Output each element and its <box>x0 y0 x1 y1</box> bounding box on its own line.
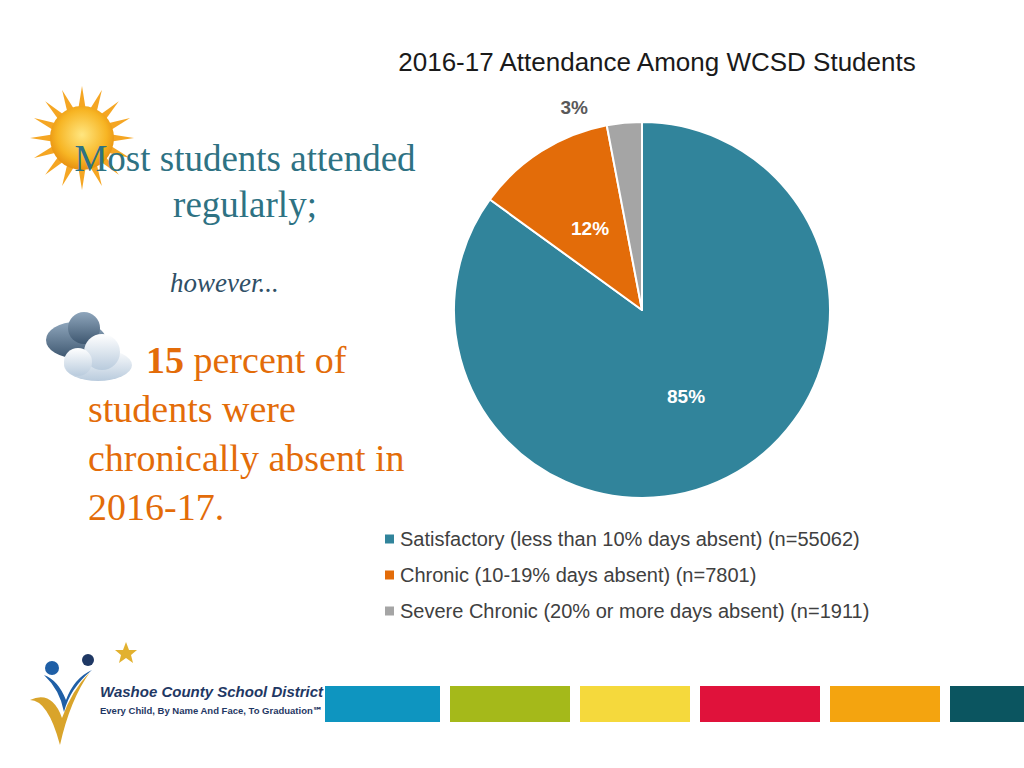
svg-text:Severe Chronic (20% or more da: Severe Chronic (20% or more days absent)… <box>400 600 869 622</box>
html-text:Every Child, By Name And Face,: Every Child, By Name And Face, To Gradua… <box>100 705 323 716</box>
svg-text:3%: 3% <box>560 97 588 118</box>
svg-text:12%: 12% <box>571 218 609 239</box>
svg-text:Chronic (10-19% days absent) (: Chronic (10-19% days absent) (n=7801) <box>400 564 756 586</box>
svg-text:Satisfactory (less than 10% da: Satisfactory (less than 10% days absent)… <box>400 528 860 550</box>
html-text:Washoe County School District: Washoe County School District <box>100 683 324 700</box>
html-text:Most students attended regular: Most students attended regularly; <box>74 138 416 225</box>
html-text:however...: however... <box>170 268 279 298</box>
svg-text:85%: 85% <box>667 386 705 407</box>
html-text:15 percent of students were ch: 15 percent of students were chronically … <box>88 339 405 528</box>
svg-text:2016-17 Attendance Among WCSD: 2016-17 Attendance Among WCSD Students <box>398 47 915 77</box>
